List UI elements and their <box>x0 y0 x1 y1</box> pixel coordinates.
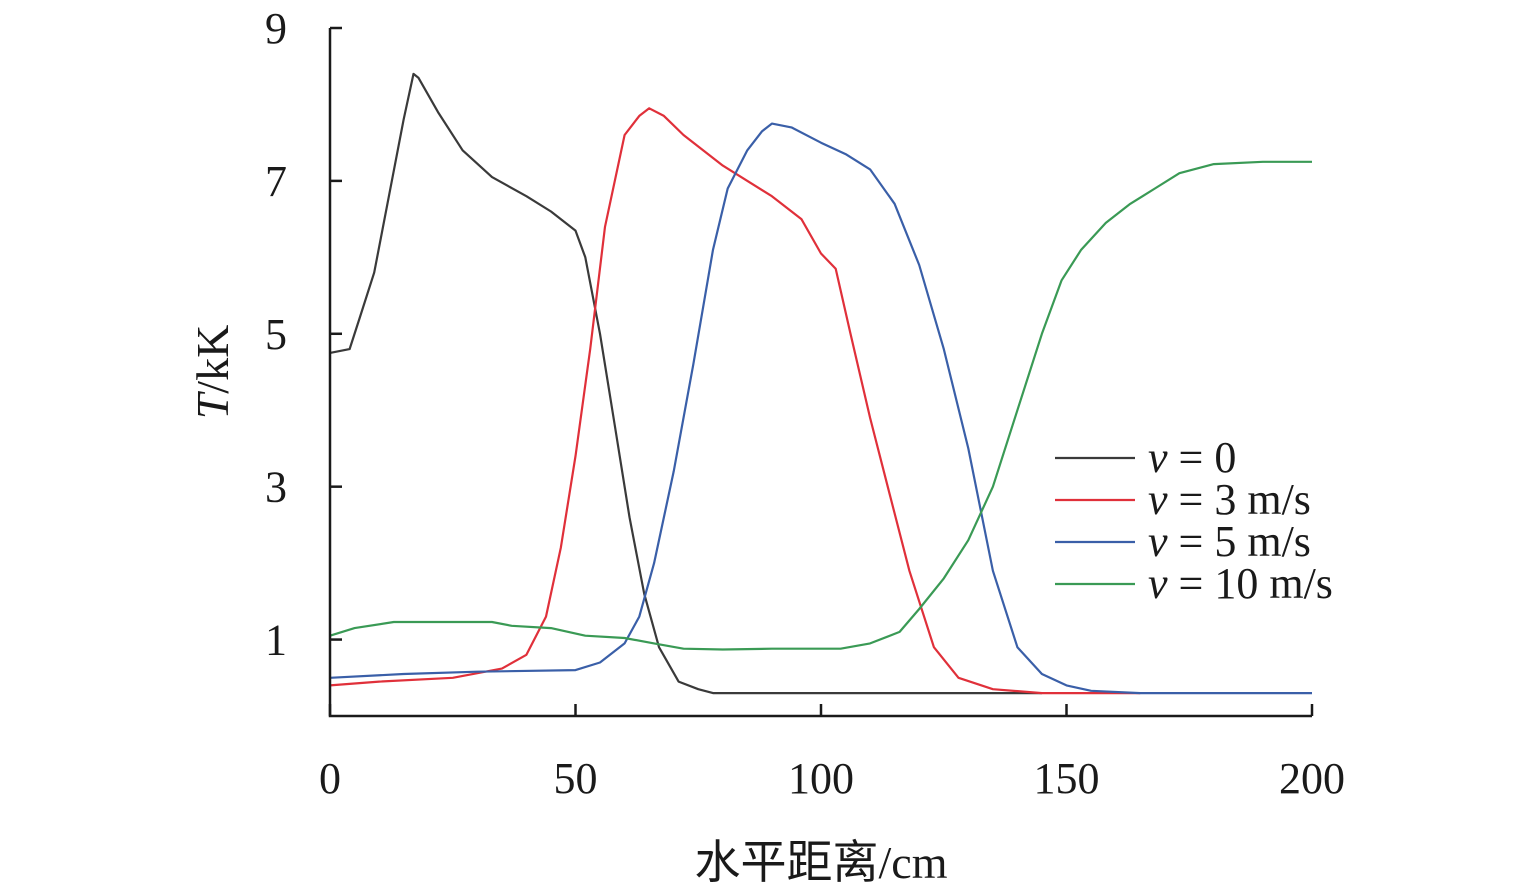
y-tick-label: 9 <box>265 4 287 53</box>
series-line-2 <box>329 122 1312 695</box>
legend-label-3: v = 10 m/s <box>1148 559 1333 608</box>
y-tick-label: 3 <box>265 463 287 512</box>
x-tick-label: 50 <box>554 754 598 803</box>
legend-value: = 0 <box>1168 433 1237 482</box>
legend-value: = 10 m/s <box>1168 559 1333 608</box>
axes <box>328 28 1312 718</box>
legend-label-1: v = 3 m/s <box>1148 475 1311 524</box>
legend-var: v <box>1148 475 1168 524</box>
y-tick-label: 7 <box>265 157 287 206</box>
legend-var: v <box>1148 433 1168 482</box>
x-tick-label: 150 <box>1034 754 1100 803</box>
x-tick-label: 0 <box>319 754 341 803</box>
y-tick-label: 5 <box>265 310 287 359</box>
x-tick-label: 200 <box>1279 754 1345 803</box>
y-axis-title-unit: /kK <box>187 325 238 394</box>
legend-value: = 5 m/s <box>1168 517 1311 566</box>
plot-lines <box>329 72 1312 695</box>
y-tick-label: 1 <box>265 616 287 665</box>
series-line-3 <box>329 160 1312 651</box>
x-tick-label: 100 <box>788 754 854 803</box>
series-line-1 <box>329 107 1141 695</box>
legend-value: = 3 m/s <box>1168 475 1311 524</box>
x-ticks: 0 50 100 150 200 <box>319 704 1345 803</box>
x-axis-title: 水平距离/cm <box>695 837 948 888</box>
legend-var: v <box>1148 517 1168 566</box>
legend: v = 0v = 3 m/sv = 5 m/sv = 10 m/s <box>1055 433 1333 608</box>
axis-frame <box>328 28 1312 718</box>
legend-var: v <box>1148 559 1168 608</box>
y-axis-title-var: T <box>187 390 238 419</box>
legend-label-2: v = 5 m/s <box>1148 517 1311 566</box>
y-axis-title: T/kK <box>187 325 238 420</box>
y-ticks: 1 3 5 7 9 <box>265 4 342 665</box>
legend-label-0: v = 0 <box>1148 433 1236 482</box>
series-line-0 <box>329 72 1042 695</box>
